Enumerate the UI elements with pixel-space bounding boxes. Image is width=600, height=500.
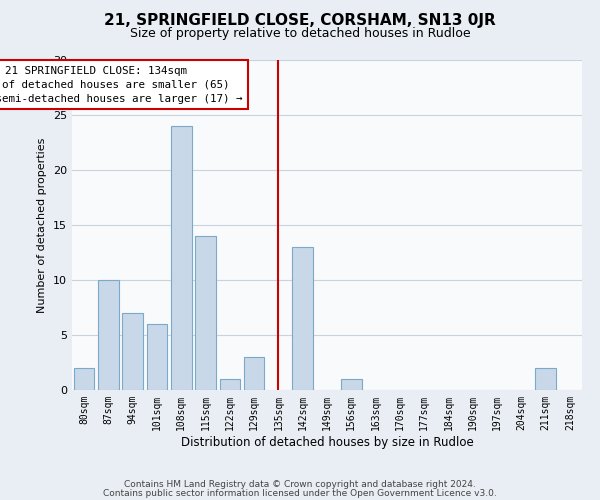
Bar bbox=[220, 379, 240, 390]
Bar bbox=[122, 313, 143, 390]
Bar bbox=[244, 357, 265, 390]
Bar bbox=[292, 247, 313, 390]
Text: Contains HM Land Registry data © Crown copyright and database right 2024.: Contains HM Land Registry data © Crown c… bbox=[124, 480, 476, 489]
Bar bbox=[341, 379, 362, 390]
Text: Contains public sector information licensed under the Open Government Licence v3: Contains public sector information licen… bbox=[103, 488, 497, 498]
Bar bbox=[195, 236, 216, 390]
Bar bbox=[98, 280, 119, 390]
Text: 21, SPRINGFIELD CLOSE, CORSHAM, SN13 0JR: 21, SPRINGFIELD CLOSE, CORSHAM, SN13 0JR bbox=[104, 12, 496, 28]
Bar bbox=[535, 368, 556, 390]
Y-axis label: Number of detached properties: Number of detached properties bbox=[37, 138, 47, 312]
X-axis label: Distribution of detached houses by size in Rudloe: Distribution of detached houses by size … bbox=[181, 436, 473, 448]
Text: 21 SPRINGFIELD CLOSE: 134sqm
← 79% of detached houses are smaller (65)
21% of se: 21 SPRINGFIELD CLOSE: 134sqm ← 79% of de… bbox=[0, 66, 242, 104]
Text: Size of property relative to detached houses in Rudloe: Size of property relative to detached ho… bbox=[130, 28, 470, 40]
Bar bbox=[171, 126, 191, 390]
Bar bbox=[74, 368, 94, 390]
Bar bbox=[146, 324, 167, 390]
